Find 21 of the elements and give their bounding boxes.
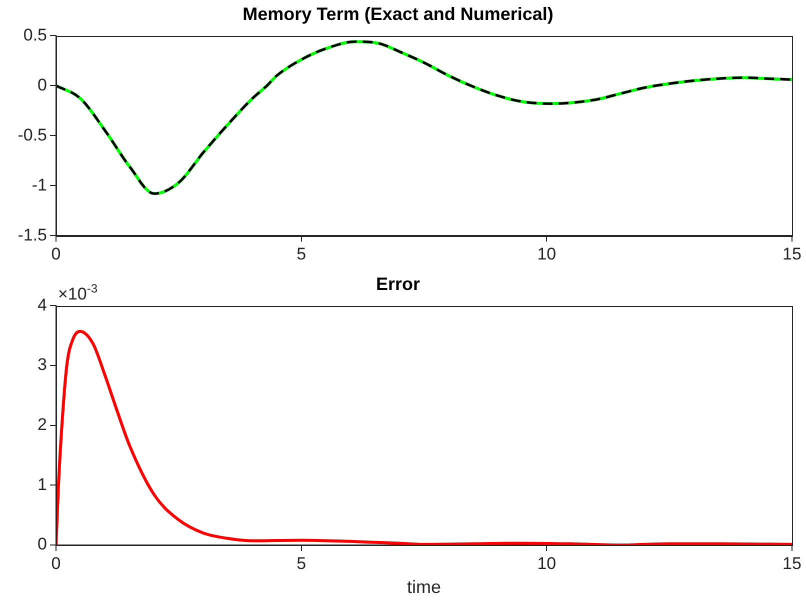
y-tick-label: 1	[38, 474, 47, 494]
chart-title: Error	[376, 274, 420, 294]
y-tick-label: -1	[32, 175, 47, 194]
x-tick-label: 10	[537, 244, 556, 264]
x-tick-label: 15	[782, 244, 802, 264]
y-tick-label: 3	[38, 355, 47, 374]
y-tick-label: 2	[38, 414, 47, 434]
x-axis-title: time	[406, 577, 442, 598]
x-tick-label: 5	[296, 244, 306, 264]
chart-title: Memory Term (Exact and Numerical)	[242, 4, 554, 24]
y-tick-label: -0.5	[18, 125, 47, 144]
x-tick-label: 15	[782, 554, 802, 573]
y-tick-label: 4	[38, 295, 47, 314]
y-tick-label: 0.5	[23, 25, 47, 44]
x-tick-label: 5	[296, 554, 306, 573]
x-tick-label: 10	[537, 554, 556, 573]
y-tick-label: 0	[38, 75, 47, 94]
y-tick-label: 0	[38, 534, 47, 554]
x-tick-label: 0	[51, 554, 61, 573]
x-tick-label: 0	[51, 244, 61, 264]
y-tick-label: -1.5	[18, 225, 47, 244]
